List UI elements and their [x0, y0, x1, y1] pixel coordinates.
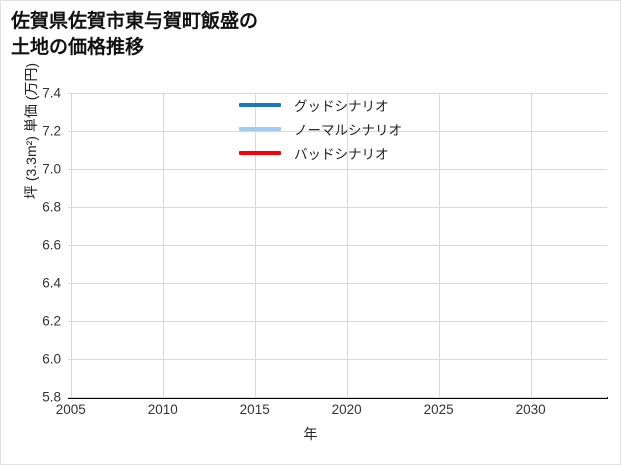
legend-swatch-bad — [239, 151, 281, 155]
y-tick-label: 6.4 — [42, 275, 61, 291]
gridline-vertical-2 — [255, 93, 256, 397]
x-tick-label: 2025 — [423, 402, 454, 417]
gridline-vertical-0 — [71, 93, 72, 397]
y-tick-label: 7.2 — [42, 123, 61, 139]
x-tick-label: 2005 — [55, 402, 86, 417]
gridline-vertical-4 — [439, 93, 440, 397]
gridline-horizontal-8 — [68, 93, 607, 94]
y-tick-label: 6.8 — [42, 199, 61, 215]
y-tick-label: 5.8 — [42, 389, 61, 405]
legend-item-normal[interactable]: ノーマルシナリオ — [239, 117, 454, 141]
gridline-vertical-3 — [347, 93, 348, 397]
gridline-horizontal-7 — [68, 131, 607, 132]
gridline-horizontal-6 — [68, 169, 607, 170]
y-tick-label: 7.4 — [42, 85, 61, 101]
x-tick-label: 2020 — [331, 402, 362, 417]
gridline-horizontal-4 — [68, 245, 607, 246]
gridline-vertical-5 — [531, 93, 532, 397]
gridline-vertical-1 — [163, 93, 164, 397]
y-tick-label: 7.0 — [42, 161, 61, 177]
legend-label-good: グッドシナリオ — [294, 99, 389, 114]
y-tick-label: 6.0 — [42, 351, 61, 367]
y-axis-title: 坪 (3.3m²) 単価 (万円) — [23, 62, 39, 200]
x-tick-label: 2030 — [515, 402, 546, 417]
legend-label-normal: ノーマルシナリオ — [294, 123, 402, 138]
legend-label-bad: バッドシナリオ — [294, 147, 389, 162]
gridline-horizontal-2 — [68, 321, 607, 322]
legend-swatch-normal — [239, 127, 281, 131]
x-tick-label: 2015 — [239, 402, 270, 417]
y-tick-label: 6.6 — [42, 237, 61, 253]
gridline-horizontal-5 — [68, 207, 607, 208]
page-title: 佐賀県佐賀市東与賀町飯盛の 土地の価格推移 — [11, 11, 259, 58]
legend-swatch-good — [239, 103, 281, 107]
x-axis-title: 年 — [303, 426, 318, 442]
gridline-horizontal-3 — [68, 283, 607, 284]
plot-area — [68, 93, 607, 398]
x-tick-label: 2010 — [147, 402, 178, 417]
x-axis-spine — [68, 397, 608, 399]
gridline-horizontal-1 — [68, 359, 607, 360]
gridline-horizontal-0 — [68, 397, 607, 398]
legend: グッドシナリオ ノーマルシナリオ バッドシナリオ — [239, 93, 454, 165]
legend-item-bad[interactable]: バッドシナリオ — [239, 141, 454, 165]
y-tick-label: 6.2 — [42, 313, 61, 329]
legend-item-good[interactable]: グッドシナリオ — [239, 93, 454, 117]
